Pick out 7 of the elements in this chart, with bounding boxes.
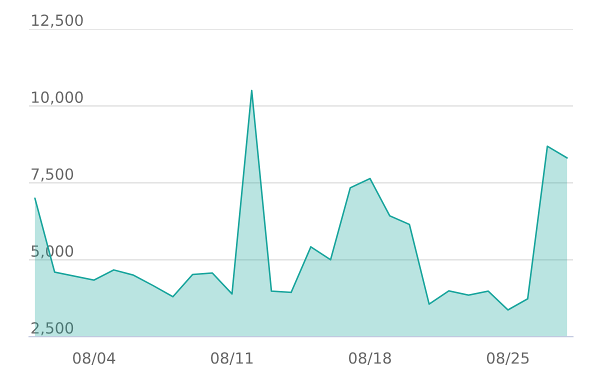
x-tick-label: 08/25 xyxy=(486,352,529,366)
y-tick-label: 7,500 xyxy=(32,168,74,182)
x-tick-label: 08/18 xyxy=(348,352,391,366)
y-tick-label: 10,000 xyxy=(32,91,83,105)
x-tick-label: 08/11 xyxy=(211,352,253,366)
x-tick-label: 08/04 xyxy=(73,352,116,366)
y-tick-label: 12,500 xyxy=(32,14,83,28)
